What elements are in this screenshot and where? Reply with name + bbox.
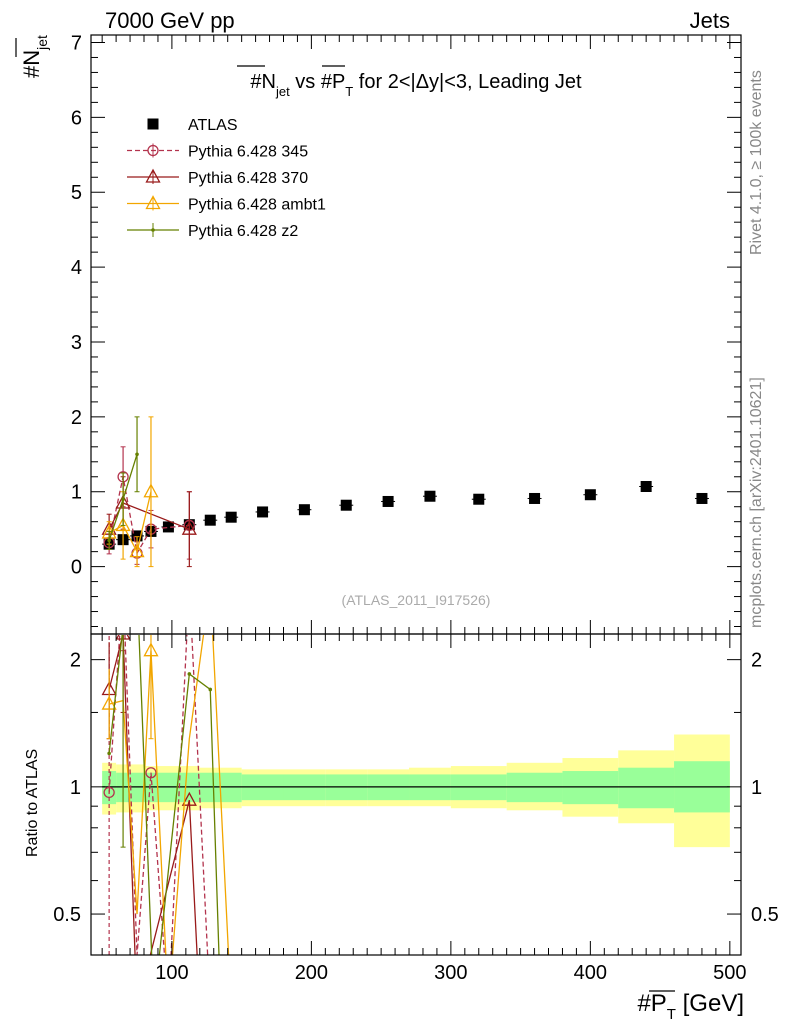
- legend-label: Pythia 6.428 370: [188, 170, 308, 187]
- ratio-line: [108, 635, 209, 955]
- data-point: [529, 492, 541, 504]
- legend-item-atlas: ATLAS: [147, 117, 238, 134]
- ratio-marker: [181, 791, 197, 806]
- legend-marker: [151, 228, 155, 232]
- ratio-xlabel-main: #P: [637, 990, 666, 1017]
- data-point: [107, 538, 111, 543]
- ratio-band-stat: [562, 771, 619, 805]
- series-atlas: [102, 480, 709, 550]
- data-point: [225, 511, 237, 523]
- data-point: [382, 495, 394, 507]
- main-ytick-label: 2: [71, 407, 82, 429]
- side-label-bottom: mcplots.cern.ch [arXiv:2401.10621]: [748, 377, 765, 628]
- main-ytick-label: 4: [71, 257, 82, 279]
- ratio-line: [108, 635, 198, 955]
- main-title-n-sub: jet: [275, 84, 290, 99]
- main-ytick-label: 3: [71, 332, 82, 354]
- ratio-marker: [145, 767, 157, 779]
- main-title-p-sub: T: [345, 84, 353, 99]
- data-point: [257, 506, 269, 518]
- data-point: [424, 490, 436, 502]
- legend-marker: [147, 144, 159, 157]
- main-ytick-label: 5: [71, 182, 82, 204]
- main-ytick-label: 0: [71, 557, 82, 579]
- data-point: [143, 483, 159, 498]
- series-pythia-6-428-z2: [106, 416, 140, 550]
- legend-item-pythia-6-428-z2: Pythia 6.428 z2: [127, 223, 298, 240]
- ratio-ytick-label-right: 2: [751, 650, 762, 672]
- ratio-marker: [107, 751, 111, 756]
- ratio-xlabel-sub: T: [667, 1006, 676, 1023]
- side-label-top: Rivet 4.1.0, ≥ 100k events: [748, 70, 765, 255]
- analysis-watermark: (ATLAS_2011_I917526): [342, 592, 491, 608]
- ratio-ylabel: Ratio to ATLAS: [24, 749, 41, 857]
- data-point: [298, 504, 310, 516]
- legend-marker: [147, 118, 159, 130]
- ratio-xtick-label: 200: [295, 962, 328, 984]
- ratio-line: [108, 635, 230, 955]
- data-point: [121, 497, 125, 502]
- data-point: [131, 530, 143, 542]
- legend-marker: [145, 195, 161, 210]
- legend-item-pythia-6-428-345: Pythia 6.428 345: [127, 143, 308, 161]
- main-title: #Njet vs #PT for 2<|Δy|<3, Leading Jet: [250, 71, 582, 99]
- ratio-series-pythia-6-428-ambt1: [101, 635, 230, 955]
- main-title-rest: for 2<|Δy|<3, Leading Jet: [353, 71, 582, 93]
- ratio-ytick-label: 2: [70, 650, 81, 672]
- ratio-ytick-label-right: 1: [751, 777, 762, 799]
- data-point: [162, 521, 174, 533]
- main-ytick-label: 6: [71, 107, 82, 129]
- main-title-vs: vs #P: [290, 71, 346, 93]
- ratio-marker: [187, 672, 192, 676]
- data-point: [696, 492, 708, 504]
- legend-label: Pythia 6.428 ambt1: [188, 197, 326, 214]
- legend-item-pythia-6-428-370: Pythia 6.428 370: [127, 168, 308, 187]
- legend-label: Pythia 6.428 345: [188, 144, 308, 161]
- ratio-frame: [90, 633, 742, 956]
- data-point: [640, 480, 652, 492]
- ratio-xlabel: #PT [GeV]: [637, 990, 744, 1023]
- legend-label: ATLAS: [188, 117, 238, 134]
- ratio-band-stat: [618, 767, 675, 809]
- ratio-ytick-label: 0.5: [53, 904, 81, 926]
- data-point: [204, 514, 216, 526]
- main-title-n: #N: [250, 71, 276, 93]
- header-right: Jets: [690, 8, 730, 33]
- ratio-xtick-label: 400: [574, 962, 607, 984]
- data-point: [473, 493, 485, 505]
- main-ylabel-sub: jet: [34, 35, 50, 51]
- main-ytick-label: 7: [71, 32, 82, 54]
- ratio-ytick-label-right: 0.5: [751, 904, 779, 926]
- data-point: [135, 452, 139, 457]
- legend-marker: [145, 168, 161, 183]
- ratio-marker: [101, 695, 117, 710]
- ratio-marker: [208, 687, 213, 692]
- data-point: [584, 489, 596, 501]
- ratio-marker: [103, 786, 115, 799]
- ratio-xtick-label: 500: [713, 962, 746, 984]
- legend-label: Pythia 6.428 z2: [188, 223, 298, 240]
- main-ylabel-main: #N: [19, 50, 44, 78]
- legend-item-pythia-6-428-ambt1: Pythia 6.428 ambt1: [127, 195, 326, 214]
- main-ylabel: #Njet: [19, 35, 50, 78]
- ratio-series-pythia-6-428-z2: [107, 635, 220, 955]
- main-ytick-label: 1: [71, 482, 82, 504]
- series-pythia-6-428-ambt1: [101, 416, 159, 568]
- data-point: [115, 517, 131, 532]
- ratio-xtick-label: 100: [155, 962, 188, 984]
- ratio-ytick-label: 1: [70, 777, 81, 799]
- ratio-xlabel-unit: [GeV]: [676, 990, 744, 1017]
- data-point: [340, 499, 352, 511]
- series-pythia-6-428-370: [101, 476, 197, 568]
- data-point: [181, 520, 197, 535]
- series-line: [108, 491, 152, 554]
- ratio-xtick-label: 300: [434, 962, 467, 984]
- ratio-marker: [143, 642, 159, 657]
- data-point: [129, 543, 145, 558]
- header-left: 7000 GeV pp: [105, 8, 235, 33]
